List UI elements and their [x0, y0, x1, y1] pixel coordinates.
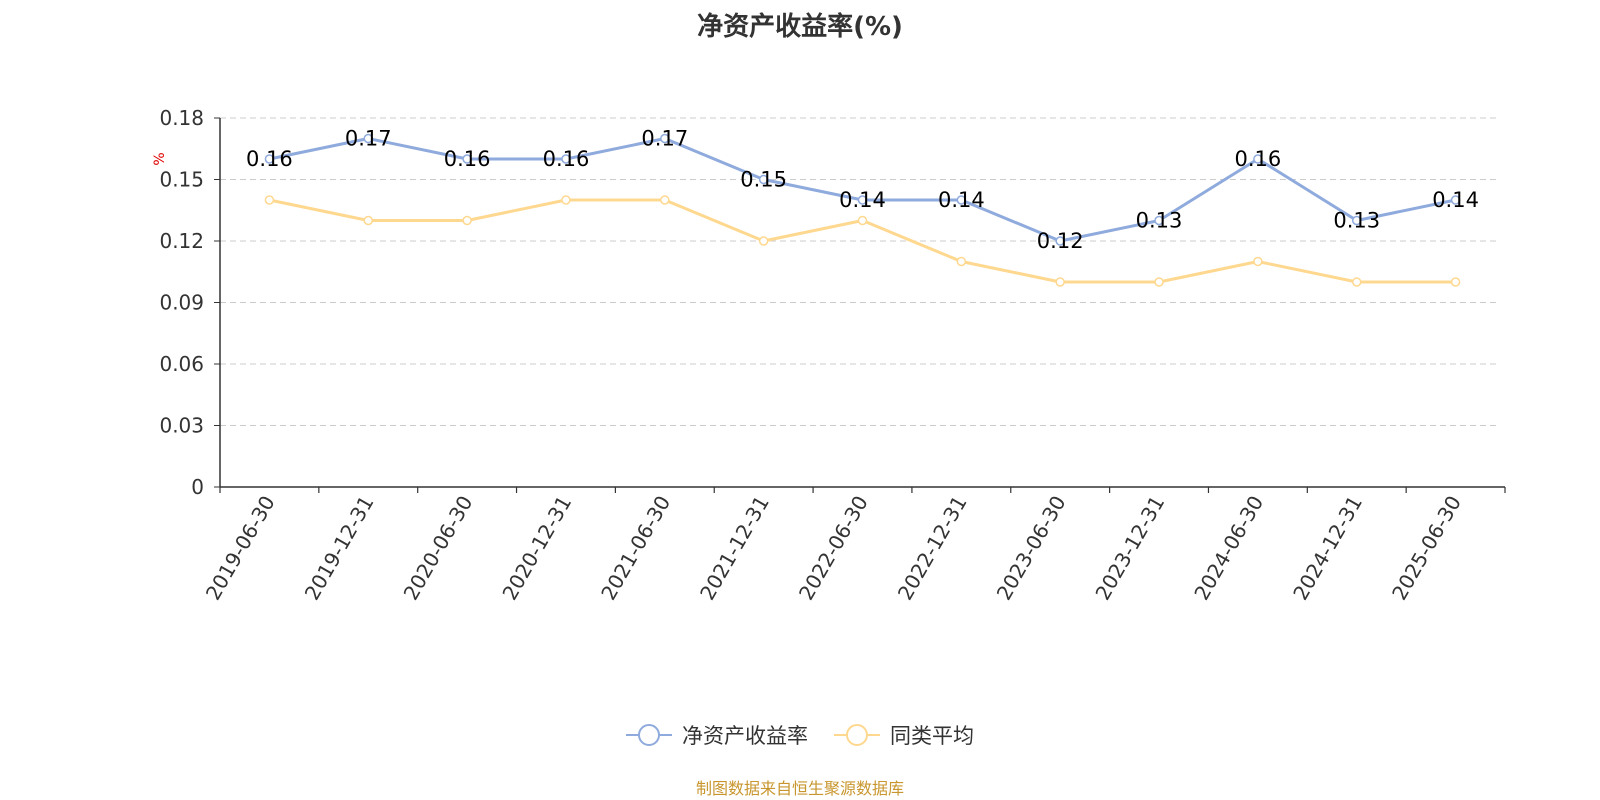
- x-tick-label: 2024-06-30: [1189, 492, 1268, 605]
- data-point-roe: [1055, 236, 1065, 246]
- data-point-roe: [264, 154, 275, 164]
- x-tick-label: 2019-06-30: [201, 492, 280, 605]
- data-point-peer-average: [758, 236, 769, 246]
- data-point-peer-average: [1351, 277, 1362, 287]
- data-label-roe: 0.16: [444, 147, 491, 171]
- data-point-peer-average: [264, 195, 275, 205]
- data-point-roe: [1154, 215, 1164, 226]
- data-label-roe: 0.13: [1333, 209, 1380, 233]
- data-label-roe: 0.16: [1235, 147, 1282, 171]
- y-tick-label: 0.15: [159, 168, 204, 192]
- y-axis-label: %: [152, 152, 168, 165]
- x-tick-label: 2022-06-30: [794, 492, 873, 605]
- y-tick-label: 0.06: [159, 352, 204, 376]
- data-label-roe: 0.15: [740, 168, 787, 192]
- data-label-roe: 0.12: [1037, 229, 1084, 253]
- x-tick-label: 2024-12-31: [1288, 492, 1367, 605]
- data-point-roe: [462, 154, 472, 164]
- data-point-roe: [1450, 195, 1461, 205]
- data-point-roe: [758, 174, 769, 185]
- x-tick-label: 2023-06-30: [992, 492, 1071, 605]
- data-point-peer-average: [1055, 277, 1065, 287]
- data-label-roe: 0.16: [246, 147, 293, 171]
- data-point-roe: [1351, 215, 1362, 226]
- data-point-roe: [956, 195, 967, 205]
- data-label-roe: 0.14: [938, 188, 985, 212]
- data-point-roe: [363, 133, 374, 144]
- legend-item-peer-average[interactable]: 同类平均: [834, 720, 974, 750]
- legend-label-peer-average: 同类平均: [890, 724, 974, 748]
- x-tick-label: 2025-06-30: [1387, 492, 1466, 605]
- data-label-roe: 0.16: [543, 147, 590, 171]
- y-tick-label: 0.18: [159, 106, 204, 130]
- data-point-peer-average: [363, 215, 374, 226]
- data-point-peer-average: [462, 215, 472, 226]
- legend-marker-peer-average-icon: [834, 723, 880, 747]
- y-tick-label: 0.03: [159, 414, 204, 438]
- data-label-roe: 0.17: [641, 127, 688, 151]
- data-label-roe: 0.13: [1136, 209, 1183, 233]
- data-point-roe: [1253, 154, 1263, 164]
- data-point-peer-average: [660, 195, 670, 205]
- x-tick-label: 2021-12-31: [695, 492, 774, 605]
- data-point-peer-average: [1154, 277, 1164, 287]
- data-point-peer-average: [1450, 277, 1461, 287]
- data-point-roe: [857, 195, 868, 205]
- data-point-peer-average: [1253, 256, 1263, 267]
- x-tick-label: 2019-12-31: [300, 492, 379, 605]
- y-tick-label: 0.12: [159, 229, 204, 253]
- legend: 净资产收益率 同类平均: [0, 720, 1600, 750]
- x-tick-label: 2020-12-31: [497, 492, 576, 605]
- x-tick-label: 2020-06-30: [399, 491, 478, 604]
- data-point-peer-average: [956, 256, 967, 267]
- x-tick-label: 2023-12-31: [1090, 492, 1169, 605]
- source-note: 制图数据来自恒生聚源数据库: [695, 779, 904, 798]
- y-tick-label: 0: [191, 475, 204, 499]
- data-label-roe: 0.14: [839, 188, 886, 212]
- data-point-peer-average: [561, 195, 571, 205]
- legend-label-roe: 净资产收益率: [682, 724, 808, 748]
- data-label-roe: 0.14: [1432, 188, 1479, 212]
- y-tick-label: 0.09: [159, 291, 204, 315]
- data-point-peer-average: [857, 215, 868, 226]
- data-label-roe: 0.17: [345, 127, 392, 151]
- chart-title: 净资产收益率(%): [697, 12, 903, 42]
- x-tick-label: 2021-06-30: [596, 492, 675, 605]
- x-tick-label: 2022-12-31: [893, 492, 972, 605]
- legend-marker-roe-icon: [626, 723, 672, 747]
- data-point-roe: [561, 154, 571, 164]
- data-point-roe: [660, 133, 670, 144]
- legend-item-roe[interactable]: 净资产收益率: [626, 720, 808, 750]
